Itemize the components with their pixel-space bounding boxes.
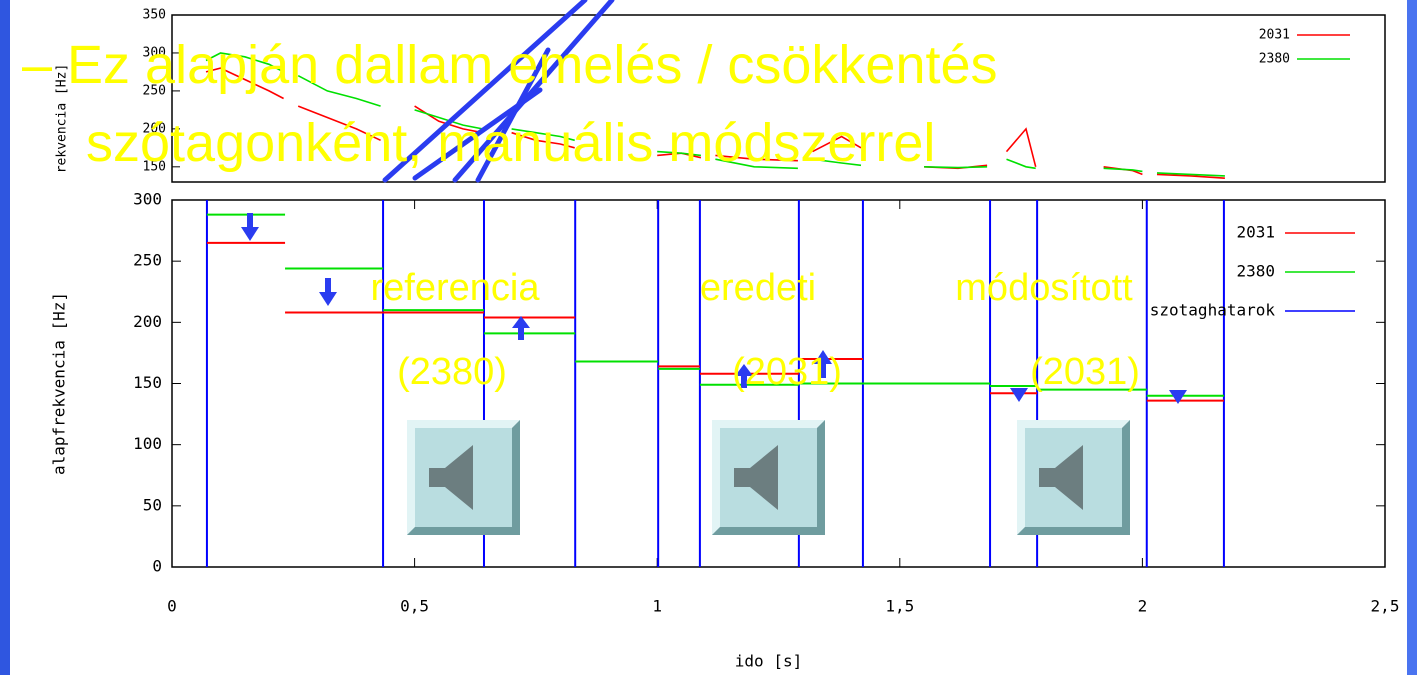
pointer-line — [382, 0, 588, 183]
arrow-up — [814, 350, 832, 378]
x-axis-label: ido [s] — [735, 652, 802, 671]
y-tick-label: 200 — [133, 312, 162, 331]
label-line: eredeti — [700, 267, 816, 309]
speaker-buttons — [407, 420, 1130, 535]
y-tick-label: 0 — [152, 557, 162, 576]
label-line: (2031) — [1030, 351, 1140, 393]
y-tick-label: 350 — [143, 8, 166, 23]
pointer-line — [412, 87, 543, 181]
x-tick-label: 0 — [167, 597, 177, 616]
arrow-up — [512, 316, 530, 340]
y-tick-label: 250 — [133, 251, 162, 270]
legend-label: 2380 — [1259, 52, 1290, 67]
arrow-up — [735, 364, 753, 388]
y-tick-label: 250 — [143, 83, 166, 98]
label-line: referencia — [371, 267, 541, 309]
arrow-down — [1169, 390, 1187, 404]
top-chart: 150 200 250 300 350 rekvencia [Hz] 2031 2380 — [55, 8, 1350, 174]
pointer-line — [475, 47, 551, 183]
label-line: (2031) — [732, 351, 842, 393]
x-tick-label: 2,5 — [1371, 597, 1400, 616]
top-chart-data — [205, 52, 1225, 179]
speaker-button[interactable] — [407, 420, 520, 535]
title-line: – Ez alapján dallam emelés / csökkentés — [22, 35, 998, 95]
top-plot-frame — [171, 14, 1386, 183]
y-tick-label: 150 — [143, 159, 166, 174]
y-tick-label: 100 — [133, 434, 162, 453]
speaker-button[interactable] — [712, 420, 825, 535]
label-line: módosított — [955, 267, 1133, 309]
label-line: (2380) — [397, 351, 507, 393]
pointer-line — [452, 0, 615, 183]
x-tick-label: 0,5 — [400, 597, 429, 616]
y-tick-label: 150 — [133, 373, 162, 392]
bottom-chart: 0 50 100 150 200 250 300 0 0,5 1 1,5 2 2,5 ido [s] ala… — [50, 190, 1400, 671]
chart-gap — [10, 183, 1407, 197]
y-tick-label: 50 — [143, 495, 162, 514]
slide-canvas — [10, 0, 1407, 675]
legend-label: 2031 — [1259, 28, 1290, 43]
arrow-down — [241, 213, 259, 241]
y-tick-label: 300 — [133, 190, 162, 209]
arrow-down — [319, 278, 337, 306]
legend-label: szotaghatarok — [1150, 301, 1276, 320]
x-tick-label: 1,5 — [885, 597, 914, 616]
arrow-down — [1010, 388, 1028, 402]
legend-label: 2031 — [1236, 223, 1275, 242]
y-axis-label: alapfrekvencia [Hz] — [50, 292, 69, 475]
modification-arrows — [241, 213, 1187, 404]
x-tick-label: 1 — [652, 597, 662, 616]
pointer-lines — [382, 0, 615, 183]
legend-label: 2380 — [1236, 262, 1275, 281]
speaker-button[interactable] — [1017, 420, 1130, 535]
y-tick-label: 300 — [143, 45, 166, 60]
y-axis-label: rekvencia [Hz] — [55, 64, 70, 174]
title-line: szótagonként, manuális módszerrel — [86, 113, 935, 173]
x-tick-label: 2 — [1138, 597, 1148, 616]
y-tick-label: 200 — [143, 121, 166, 136]
